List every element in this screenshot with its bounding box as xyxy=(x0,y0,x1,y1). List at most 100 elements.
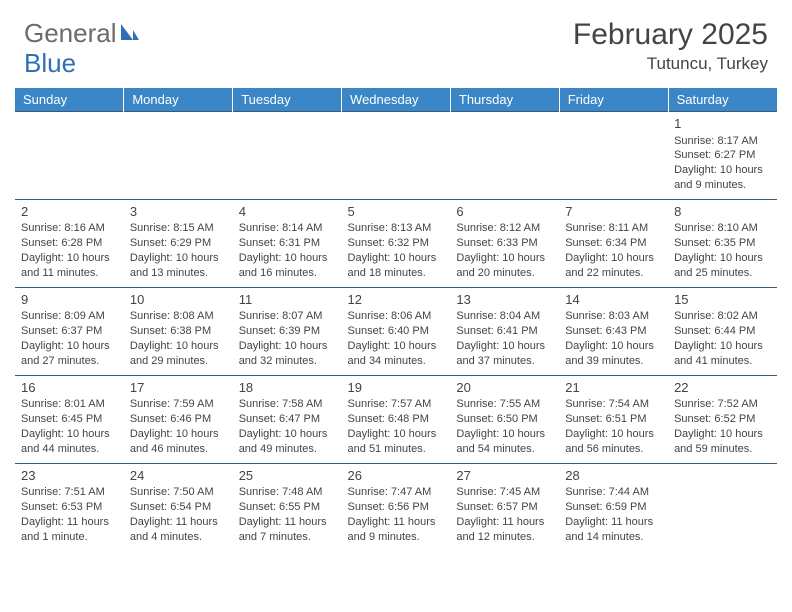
calendar-cell: 26Sunrise: 7:47 AMSunset: 6:56 PMDayligh… xyxy=(342,463,451,550)
calendar-row: 16Sunrise: 8:01 AMSunset: 6:45 PMDayligh… xyxy=(15,375,777,463)
calendar-cell-empty xyxy=(668,463,777,550)
daylight-text: Daylight: 10 hours and 44 minutes. xyxy=(21,427,118,457)
sunrise-text: Sunrise: 7:50 AM xyxy=(130,485,227,500)
sunrise-text: Sunrise: 8:08 AM xyxy=(130,309,227,324)
day-header: Thursday xyxy=(450,88,559,112)
page-header: General February 2025 Tutuncu, Turkey xyxy=(0,0,792,82)
daylight-text: Daylight: 10 hours and 32 minutes. xyxy=(239,339,336,369)
day-number: 23 xyxy=(21,467,118,485)
calendar-cell-empty xyxy=(15,112,124,200)
day-number: 22 xyxy=(674,379,771,397)
sunset-text: Sunset: 6:29 PM xyxy=(130,236,227,251)
day-number: 12 xyxy=(348,291,445,309)
title-block: February 2025 Tutuncu, Turkey xyxy=(573,18,768,74)
sunrise-text: Sunrise: 8:09 AM xyxy=(21,309,118,324)
day-number: 14 xyxy=(565,291,662,309)
calendar-row: 1Sunrise: 8:17 AMSunset: 6:27 PMDaylight… xyxy=(15,112,777,200)
daylight-text: Daylight: 11 hours and 12 minutes. xyxy=(456,515,553,545)
calendar-cell: 4Sunrise: 8:14 AMSunset: 6:31 PMDaylight… xyxy=(233,199,342,287)
calendar-cell: 20Sunrise: 7:55 AMSunset: 6:50 PMDayligh… xyxy=(450,375,559,463)
day-header: Monday xyxy=(124,88,233,112)
sunrise-text: Sunrise: 7:54 AM xyxy=(565,397,662,412)
sunset-text: Sunset: 6:38 PM xyxy=(130,324,227,339)
sunrise-text: Sunrise: 8:11 AM xyxy=(565,221,662,236)
day-number: 8 xyxy=(674,203,771,221)
sunset-text: Sunset: 6:52 PM xyxy=(674,412,771,427)
sunrise-text: Sunrise: 8:17 AM xyxy=(674,134,771,149)
sunset-text: Sunset: 6:39 PM xyxy=(239,324,336,339)
sunrise-text: Sunrise: 8:10 AM xyxy=(674,221,771,236)
sunrise-text: Sunrise: 7:47 AM xyxy=(348,485,445,500)
day-number: 24 xyxy=(130,467,227,485)
calendar-cell: 18Sunrise: 7:58 AMSunset: 6:47 PMDayligh… xyxy=(233,375,342,463)
calendar-cell: 10Sunrise: 8:08 AMSunset: 6:38 PMDayligh… xyxy=(124,287,233,375)
calendar-cell-empty xyxy=(233,112,342,200)
calendar-cell: 22Sunrise: 7:52 AMSunset: 6:52 PMDayligh… xyxy=(668,375,777,463)
daylight-text: Daylight: 10 hours and 34 minutes. xyxy=(348,339,445,369)
day-number: 19 xyxy=(348,379,445,397)
daylight-text: Daylight: 10 hours and 9 minutes. xyxy=(674,163,771,193)
sunset-text: Sunset: 6:59 PM xyxy=(565,500,662,515)
calendar-cell-empty xyxy=(559,112,668,200)
calendar-cell: 11Sunrise: 8:07 AMSunset: 6:39 PMDayligh… xyxy=(233,287,342,375)
calendar-cell: 8Sunrise: 8:10 AMSunset: 6:35 PMDaylight… xyxy=(668,199,777,287)
day-number: 7 xyxy=(565,203,662,221)
day-number: 25 xyxy=(239,467,336,485)
calendar-cell: 17Sunrise: 7:59 AMSunset: 6:46 PMDayligh… xyxy=(124,375,233,463)
sunrise-text: Sunrise: 8:04 AM xyxy=(456,309,553,324)
calendar-cell: 14Sunrise: 8:03 AMSunset: 6:43 PMDayligh… xyxy=(559,287,668,375)
sunset-text: Sunset: 6:34 PM xyxy=(565,236,662,251)
calendar-cell: 24Sunrise: 7:50 AMSunset: 6:54 PMDayligh… xyxy=(124,463,233,550)
calendar-cell: 2Sunrise: 8:16 AMSunset: 6:28 PMDaylight… xyxy=(15,199,124,287)
day-number: 13 xyxy=(456,291,553,309)
logo-text-blue: Blue xyxy=(24,48,76,79)
daylight-text: Daylight: 10 hours and 18 minutes. xyxy=(348,251,445,281)
day-number: 10 xyxy=(130,291,227,309)
sunrise-text: Sunrise: 8:06 AM xyxy=(348,309,445,324)
day-number: 16 xyxy=(21,379,118,397)
sunrise-text: Sunrise: 7:55 AM xyxy=(456,397,553,412)
day-number: 6 xyxy=(456,203,553,221)
sunrise-text: Sunrise: 7:45 AM xyxy=(456,485,553,500)
sunrise-text: Sunrise: 8:16 AM xyxy=(21,221,118,236)
calendar-row: 9Sunrise: 8:09 AMSunset: 6:37 PMDaylight… xyxy=(15,287,777,375)
sunset-text: Sunset: 6:31 PM xyxy=(239,236,336,251)
sunrise-text: Sunrise: 7:52 AM xyxy=(674,397,771,412)
daylight-text: Daylight: 10 hours and 46 minutes. xyxy=(130,427,227,457)
day-number: 18 xyxy=(239,379,336,397)
sunrise-text: Sunrise: 7:48 AM xyxy=(239,485,336,500)
daylight-text: Daylight: 11 hours and 14 minutes. xyxy=(565,515,662,545)
day-header: Friday xyxy=(559,88,668,112)
sunrise-text: Sunrise: 7:51 AM xyxy=(21,485,118,500)
sunrise-text: Sunrise: 7:58 AM xyxy=(239,397,336,412)
sunset-text: Sunset: 6:51 PM xyxy=(565,412,662,427)
page-subtitle: Tutuncu, Turkey xyxy=(573,54,768,74)
sunrise-text: Sunrise: 8:13 AM xyxy=(348,221,445,236)
daylight-text: Daylight: 11 hours and 1 minute. xyxy=(21,515,118,545)
daylight-text: Daylight: 10 hours and 20 minutes. xyxy=(456,251,553,281)
sunset-text: Sunset: 6:53 PM xyxy=(21,500,118,515)
day-header: Wednesday xyxy=(342,88,451,112)
daylight-text: Daylight: 11 hours and 9 minutes. xyxy=(348,515,445,545)
sail-icon xyxy=(119,18,141,49)
daylight-text: Daylight: 10 hours and 37 minutes. xyxy=(456,339,553,369)
day-number: 2 xyxy=(21,203,118,221)
calendar-cell-empty xyxy=(342,112,451,200)
sunrise-text: Sunrise: 8:03 AM xyxy=(565,309,662,324)
daylight-text: Daylight: 10 hours and 41 minutes. xyxy=(674,339,771,369)
calendar-cell: 23Sunrise: 7:51 AMSunset: 6:53 PMDayligh… xyxy=(15,463,124,550)
sunrise-text: Sunrise: 7:57 AM xyxy=(348,397,445,412)
calendar-cell-empty xyxy=(124,112,233,200)
day-number: 15 xyxy=(674,291,771,309)
day-number: 3 xyxy=(130,203,227,221)
day-header: Tuesday xyxy=(233,88,342,112)
daylight-text: Daylight: 10 hours and 59 minutes. xyxy=(674,427,771,457)
sunset-text: Sunset: 6:37 PM xyxy=(21,324,118,339)
sunset-text: Sunset: 6:48 PM xyxy=(348,412,445,427)
day-number: 11 xyxy=(239,291,336,309)
calendar-cell: 19Sunrise: 7:57 AMSunset: 6:48 PMDayligh… xyxy=(342,375,451,463)
day-number: 17 xyxy=(130,379,227,397)
day-number: 4 xyxy=(239,203,336,221)
sunset-text: Sunset: 6:55 PM xyxy=(239,500,336,515)
calendar-cell: 28Sunrise: 7:44 AMSunset: 6:59 PMDayligh… xyxy=(559,463,668,550)
